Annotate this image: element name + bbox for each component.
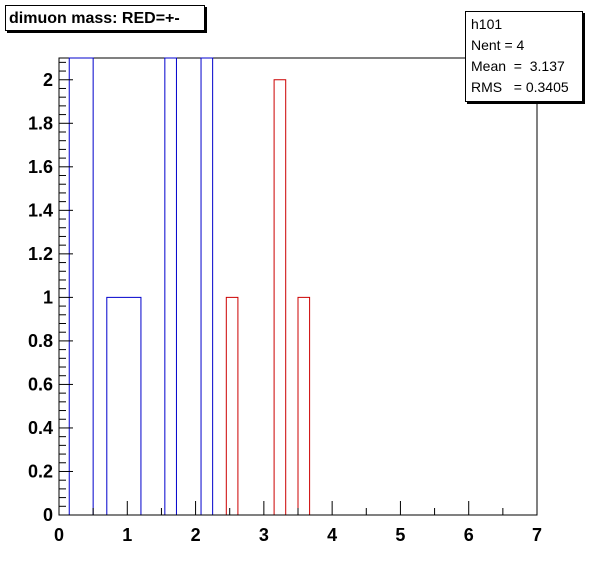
histogram-bin-blue-1 xyxy=(106,296,142,515)
y-tick-label: 0.2 xyxy=(28,461,53,481)
x-tick-label: 2 xyxy=(191,525,201,545)
histogram-bars xyxy=(68,57,311,515)
y-tick-label: 1.6 xyxy=(28,157,53,177)
stats-entries: Nent = 4 xyxy=(471,37,525,53)
y-tick-label: 1.4 xyxy=(28,200,53,220)
histogram-bin-red-2 xyxy=(297,296,311,515)
y-tick-label: 0.4 xyxy=(28,418,53,438)
histogram-bin-blue-3 xyxy=(200,57,214,515)
x-tick-label: 3 xyxy=(259,525,269,545)
y-tick-label: 1.8 xyxy=(28,113,53,133)
histogram-bin-blue-2 xyxy=(164,57,177,515)
histogram-bin-red-0 xyxy=(225,296,239,515)
x-tick-label: 1 xyxy=(122,525,132,545)
y-tick-label: 1 xyxy=(43,287,53,307)
x-tick-label: 7 xyxy=(532,525,542,545)
histogram-bin-red-1 xyxy=(273,79,287,515)
stats-box: h101 Nent = 4 Mean = 3.137 RMS = 0.3405 xyxy=(465,11,583,102)
x-tick-label: 5 xyxy=(395,525,405,545)
y-tick-label: 0.8 xyxy=(28,331,53,351)
y-tick-label: 1.2 xyxy=(28,244,53,264)
histogram-bin-blue-0 xyxy=(68,57,94,515)
y-tick-label: 0.6 xyxy=(28,374,53,394)
axes: 0 1 2 3 4 5 6 7 0 0.2 0.4 0.6 0.8 1 1.2 1.4 1.6 1.8 2 xyxy=(28,58,542,545)
y-tick-label: 2 xyxy=(43,70,53,90)
stats-rms: RMS = 0.3405 xyxy=(471,79,569,95)
stats-mean: Mean = 3.137 xyxy=(471,58,565,74)
x-tick-label: 4 xyxy=(327,525,337,545)
y-tick-label: 0 xyxy=(43,505,53,525)
chart-title: dimuon mass: RED=+- xyxy=(5,5,205,31)
x-tick-label: 0 xyxy=(54,525,64,545)
x-tick-label: 6 xyxy=(464,525,474,545)
stats-name: h101 xyxy=(471,16,503,32)
